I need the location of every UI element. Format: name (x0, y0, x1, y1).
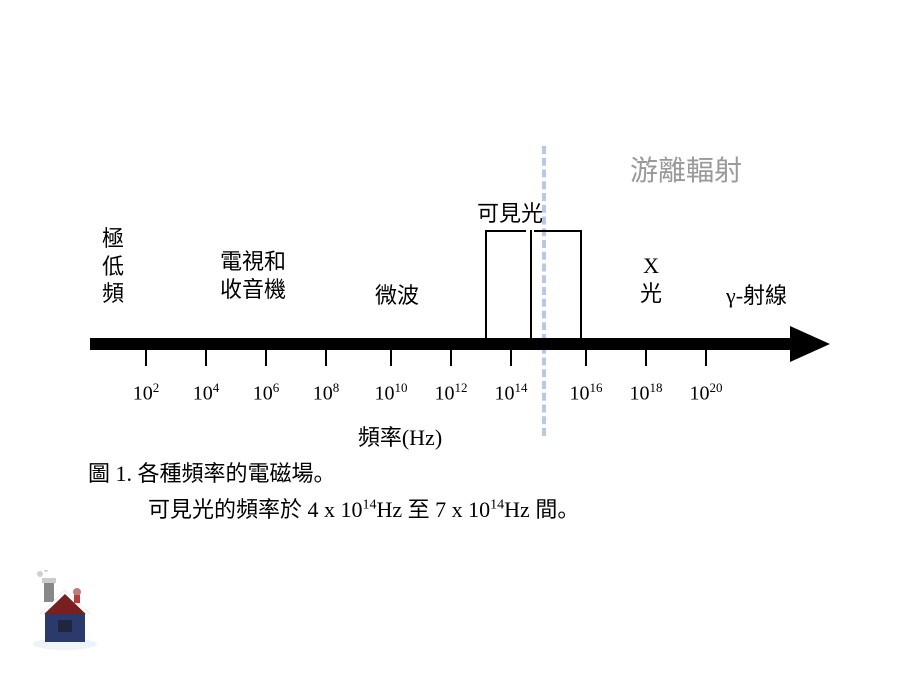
caption-l2-e1: 14 (363, 498, 377, 513)
band-tvradio-l1: 電視和 (220, 249, 286, 274)
axis-tick (205, 350, 207, 366)
axis-tick-label: 102 (133, 380, 160, 406)
band-micro: 微波 (375, 282, 419, 310)
band-xray-l1: X (643, 253, 659, 278)
house-icon (30, 570, 100, 650)
ionizing-divider (542, 146, 546, 436)
axis-tick-label: 108 (313, 380, 340, 406)
axis-tick (265, 350, 267, 366)
caption-l2-a: 可見光的頻率於 4 x 10 (148, 497, 363, 522)
visible-bracket-right (534, 230, 580, 232)
axis-tick (390, 350, 392, 366)
visible-bracket-left (485, 230, 526, 232)
axis-tick-label: 1018 (630, 380, 663, 406)
axis-arrowhead (790, 326, 830, 362)
axis-tick-label: 1016 (570, 380, 603, 406)
visible-stem-right (580, 230, 582, 338)
axis-line (90, 338, 790, 350)
visible-stem-mid (530, 230, 532, 338)
axis-tick (510, 350, 512, 366)
axis-tick (645, 350, 647, 366)
caption-line1: 圖 1. 各種頻率的電磁場。 (88, 456, 336, 488)
band-elf-l3: 頻 (102, 281, 124, 306)
axis-tick (325, 350, 327, 366)
axis-tick-label: 106 (253, 380, 280, 406)
band-xray-l2: 光 (640, 281, 662, 306)
axis-tick (705, 350, 707, 366)
axis-tick-label: 1020 (690, 380, 723, 406)
caption-l2-e2: 14 (490, 498, 504, 513)
band-visible: 可見光 (477, 200, 543, 228)
axis-tick (450, 350, 452, 366)
caption-l2-c: Hz 間。 (504, 497, 579, 522)
band-elf-l1: 極 (102, 226, 124, 251)
caption-l2-b: Hz 至 7 x 10 (377, 497, 491, 522)
diagram-stage: { "layout": { "width_px": 920, "height_p… (0, 0, 920, 690)
band-elf-l2: 低 (102, 254, 124, 279)
visible-stem-left (485, 230, 487, 338)
axis-tick (585, 350, 587, 366)
caption-line2: 可見光的頻率於 4 x 1014Hz 至 7 x 1014Hz 間。 (148, 492, 579, 524)
ionizing-label: 游離輻射 (630, 154, 742, 189)
band-tvradio: 電視和 收音機 (220, 248, 286, 303)
band-tvradio-l2: 收音機 (220, 277, 286, 302)
axis-title: 頻率(Hz) (358, 420, 442, 452)
axis-tick-label: 1010 (375, 380, 408, 406)
axis-tick-label: 1012 (435, 380, 468, 406)
axis-tick (145, 350, 147, 366)
axis-tick-label: 104 (193, 380, 220, 406)
axis-tick-label: 1014 (495, 380, 528, 406)
band-elf: 極 低 頻 (102, 225, 124, 308)
band-xray: X 光 (640, 252, 662, 307)
band-gamma: γ-射線 (726, 282, 787, 310)
